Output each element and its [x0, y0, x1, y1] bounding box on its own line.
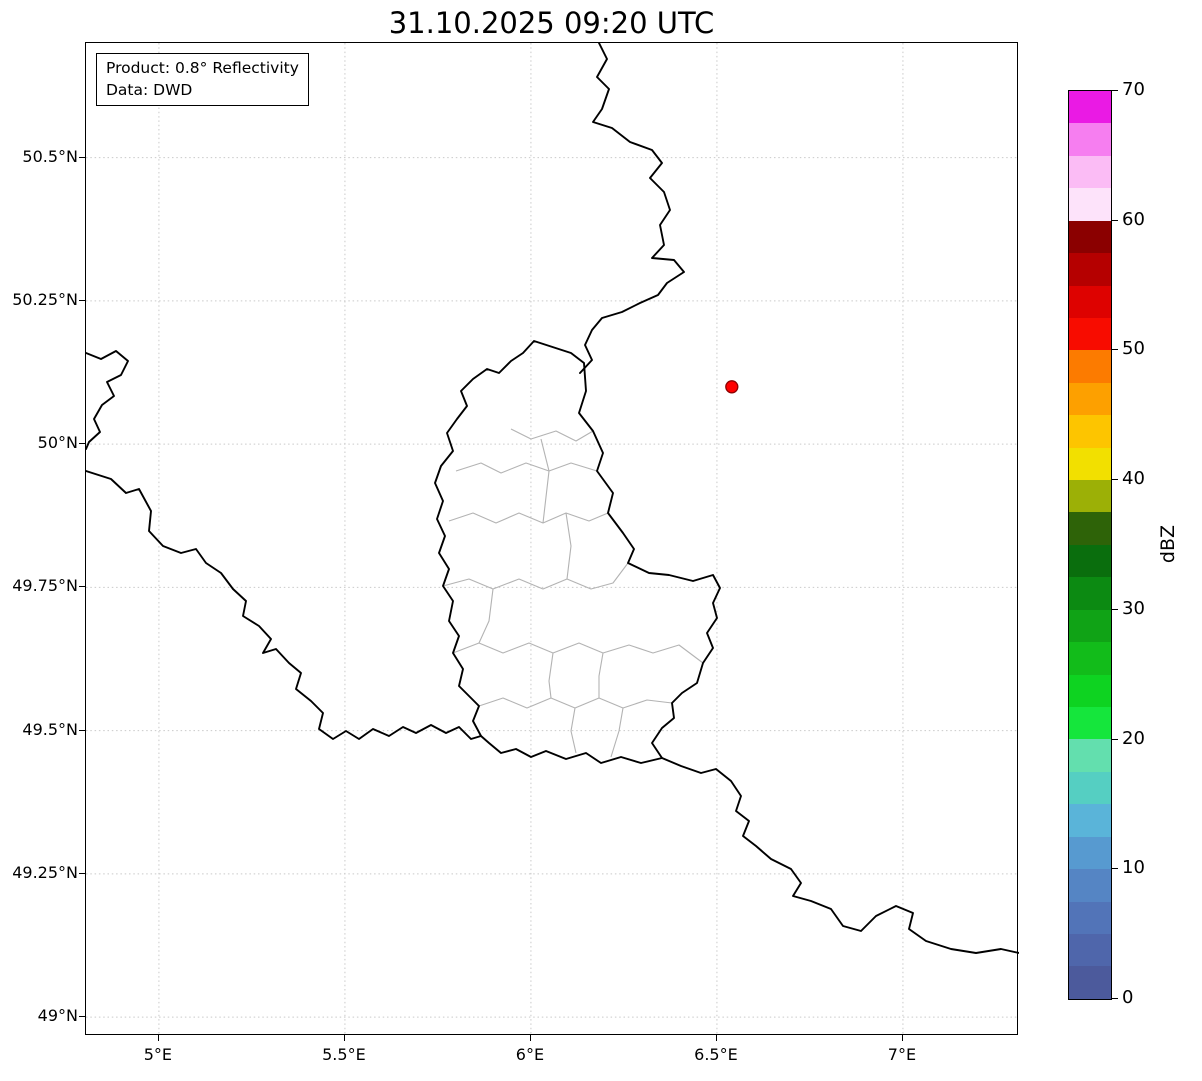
colorbar-segment: [1069, 188, 1111, 221]
country-border-france-belgium: [86, 470, 482, 740]
y-tick-label: 50°N: [37, 433, 78, 453]
colorbar-segment: [1069, 966, 1111, 999]
y-tick-label: 49.5°N: [22, 719, 78, 739]
admin-boundary: [455, 462, 598, 474]
admin-boundary: [598, 652, 604, 698]
map-plot: Product: 0.8° Reflectivity Data: DWD: [85, 42, 1019, 1036]
product-info-box: Product: 0.8° Reflectivity Data: DWD: [96, 53, 309, 107]
admin-boundary: [448, 512, 609, 524]
colorbar-segment: [1069, 901, 1111, 934]
colorbar-tick-label: 30: [1122, 597, 1145, 619]
colorbar-segment: [1069, 512, 1111, 545]
admin-boundary: [570, 707, 577, 754]
admin-boundary: [548, 652, 554, 699]
colorbar-segment: [1069, 350, 1111, 383]
colorbar-segment: [1069, 382, 1111, 416]
y-tick-mark: [79, 156, 85, 158]
x-tick-mark: [715, 1035, 717, 1041]
colorbar-tick-label: 0: [1122, 987, 1134, 1008]
x-tick-label: 6.5°E: [694, 1045, 738, 1064]
colorbar-tick-mark: [1112, 349, 1118, 351]
colorbar-tick-label: 60: [1122, 208, 1145, 230]
radar-site-marker: [725, 380, 739, 394]
colorbar-tick-mark: [1112, 479, 1118, 481]
x-tick-mark: [343, 1035, 345, 1041]
country-border-luxembourg: [434, 340, 721, 764]
colorbar-tick-label: 50: [1122, 338, 1145, 360]
admin-boundary: [540, 438, 550, 524]
colorbar-segment: [1069, 480, 1111, 513]
country-border-belgium-germany: [579, 43, 685, 374]
colorbar-segment: [1069, 674, 1111, 708]
product-line: Product: 0.8° Reflectivity: [106, 59, 299, 77]
colorbar-tick-mark: [1112, 868, 1118, 870]
colorbar-segment: [1069, 285, 1111, 318]
x-tick-mark: [901, 1035, 903, 1041]
data-source-line: Data: DWD: [106, 80, 193, 99]
colorbar-tick-label: 10: [1122, 857, 1145, 879]
colorbar-segment: [1069, 415, 1111, 448]
y-tick-label: 49°N: [37, 1006, 78, 1026]
y-tick-label: 50.5°N: [22, 146, 78, 166]
y-tick-mark: [79, 586, 85, 588]
y-tick-label: 49.75°N: [12, 576, 78, 596]
colorbar-segment: [1069, 771, 1111, 805]
colorbar-segment: [1069, 933, 1111, 967]
country-border-west-edge-salient: [86, 350, 129, 450]
colorbar-segment: [1069, 609, 1111, 643]
colorbar-segment: [1069, 577, 1111, 610]
admin-boundary: [610, 707, 624, 758]
colorbar: [1068, 90, 1112, 1000]
admin-boundary: [442, 562, 629, 590]
country-border-france-germany: [661, 757, 1019, 954]
admin-boundary: [452, 642, 704, 664]
admin-boundary: [565, 512, 572, 580]
colorbar-label: dBZ: [1157, 524, 1179, 564]
y-tick-label: 49.25°N: [12, 862, 78, 882]
map-canvas: [86, 43, 1019, 1036]
y-tick-mark: [79, 1016, 85, 1018]
admin-boundary: [478, 697, 673, 709]
y-tick-mark: [79, 443, 85, 445]
colorbar-segment: [1069, 253, 1111, 286]
admin-boundary: [510, 428, 594, 442]
y-tick-mark: [79, 729, 85, 731]
x-tick-label: 7°E: [887, 1045, 917, 1064]
colorbar-tick-label: 40: [1122, 468, 1145, 490]
y-tick-mark: [79, 299, 85, 301]
colorbar-tick-mark: [1112, 219, 1118, 221]
colorbar-tick-mark: [1112, 90, 1118, 91]
x-tick-label: 5°E: [143, 1045, 173, 1064]
colorbar-tick-mark: [1112, 608, 1118, 610]
colorbar-tick-label: 20: [1122, 727, 1145, 749]
colorbar-tick-mark: [1112, 738, 1118, 740]
colorbar-segment: [1069, 739, 1111, 772]
colorbar-segment: [1069, 544, 1111, 578]
y-tick-mark: [79, 872, 85, 874]
colorbar-segment: [1069, 642, 1111, 675]
x-tick-label: 6°E: [515, 1045, 545, 1064]
colorbar-tick-label: 70: [1122, 79, 1145, 100]
colorbar-tick-mark: [1112, 998, 1118, 999]
colorbar-segment: [1069, 155, 1111, 189]
y-tick-label: 50.25°N: [12, 289, 78, 309]
x-tick-mark: [529, 1035, 531, 1041]
colorbar-segment: [1069, 220, 1111, 254]
figure-title: 31.10.2025 09:20 UTC: [388, 6, 715, 40]
colorbar-segment: [1069, 317, 1111, 351]
x-tick-mark: [157, 1035, 159, 1041]
colorbar-segment: [1069, 804, 1111, 837]
x-tick-label: 5.5°E: [322, 1045, 366, 1064]
colorbar-segment: [1069, 447, 1111, 481]
colorbar-segment: [1069, 123, 1111, 156]
colorbar-segment: [1069, 836, 1111, 870]
admin-boundary: [478, 588, 494, 644]
colorbar-segment: [1069, 869, 1111, 902]
colorbar-segment: [1069, 91, 1111, 124]
colorbar-segment: [1069, 707, 1111, 740]
